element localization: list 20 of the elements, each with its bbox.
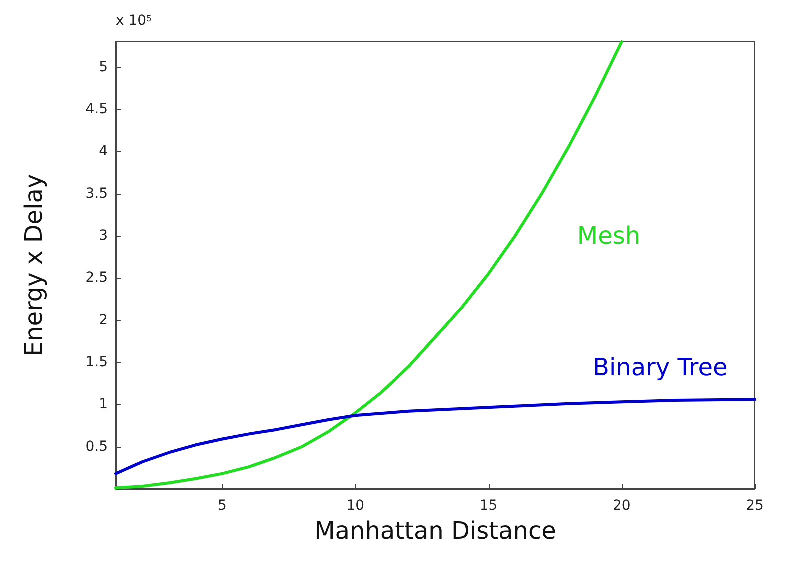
line-series xyxy=(114,398,756,476)
x-tick-label: 25 xyxy=(746,498,764,514)
y-tick-label: 3.5 xyxy=(86,186,108,202)
y-tick-label: 4.5 xyxy=(86,101,108,118)
y-tick-label: 5 xyxy=(99,59,108,76)
x-axis-title: Manhattan Distance xyxy=(314,517,556,545)
y-tick-label: 1 xyxy=(99,396,108,413)
y-tick-label: 3 xyxy=(99,228,108,244)
x-tick-label: 15 xyxy=(480,498,498,514)
x-tick-label: 10 xyxy=(346,498,365,514)
y-tick-label: 1.5 xyxy=(86,354,108,370)
y-tick-label: 2.5 xyxy=(86,270,108,286)
series-label: Binary Tree xyxy=(592,353,728,382)
y-tick-label: 4 xyxy=(99,144,108,160)
y-tick-label: 0.5 xyxy=(86,438,108,455)
x-tick-label: 20 xyxy=(612,498,631,514)
y-tick-label: 2 xyxy=(99,312,108,328)
y-axis-title: Energy x Delay xyxy=(20,174,48,357)
x-tick-label: 5 xyxy=(218,498,227,514)
series-label: Mesh xyxy=(577,222,641,250)
